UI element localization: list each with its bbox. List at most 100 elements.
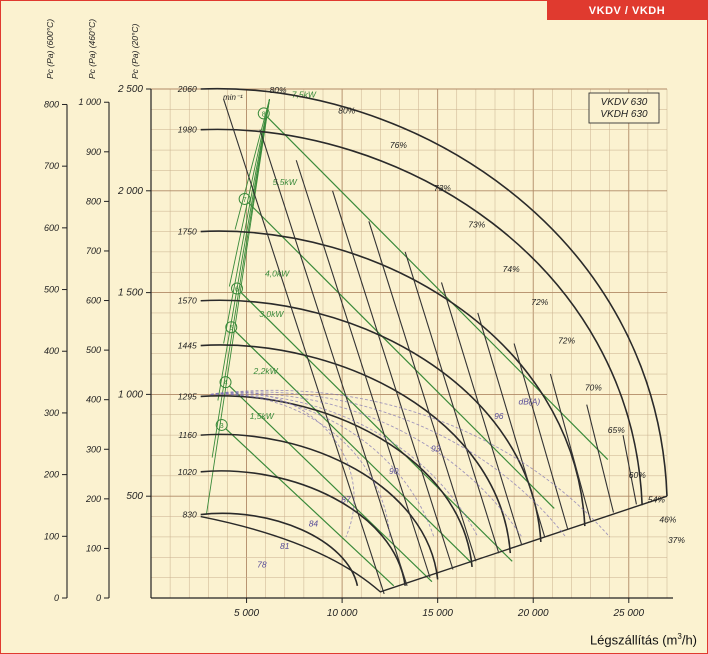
noise-label: 84 [309, 519, 319, 529]
y-axis-600-tick-label: 100 [44, 531, 59, 541]
rpm-unit-label: min⁻¹ [223, 93, 243, 102]
efficiency-label: 46% [659, 515, 676, 525]
efficiency-label: 74% [503, 264, 520, 274]
efficiency-label: 72% [558, 336, 575, 346]
efficiency-label: 76% [390, 140, 407, 150]
model-label: VKDV 630 [601, 97, 648, 108]
power-marker-label: 5 [229, 325, 233, 332]
rpm-label: 1750 [178, 227, 197, 237]
noise-label: 90 [389, 466, 399, 476]
y-axis-460-tick-label: 900 [86, 147, 101, 157]
efficiency-label: 60% [629, 470, 646, 480]
speed-curve [200, 128, 643, 506]
y-axis-600-tick-label: 0 [54, 593, 59, 603]
system-line [586, 404, 615, 513]
power-marker-label: 8 [262, 111, 266, 118]
speed-curve [200, 394, 473, 568]
noise-curve [210, 391, 567, 538]
system-line [332, 190, 454, 570]
system-line [404, 251, 500, 554]
power-marker-label: 7 [243, 197, 247, 204]
efficiency-label: 80% [269, 85, 286, 95]
operating-boundary [200, 495, 668, 593]
y-axis-460-tick-label: 700 [86, 246, 101, 256]
y-tick-label: 1 000 [118, 389, 143, 400]
power-line [221, 424, 395, 587]
noise-label: dB(A) [519, 397, 541, 407]
x-tick-label: 25 000 [612, 608, 644, 619]
power-start-line [223, 99, 270, 344]
power-label: 4,0kW [265, 269, 290, 279]
rpm-label: 1160 [178, 430, 197, 440]
noise-label: 87 [341, 494, 351, 504]
noise-curve [210, 393, 391, 537]
y-axis-600-tick-label: 600 [44, 223, 59, 233]
noise-curve [210, 392, 523, 538]
rpm-label: 1570 [178, 296, 197, 306]
noise-curve [210, 389, 611, 538]
efficiency-label: 80% [338, 105, 355, 115]
rpm-label: 1445 [178, 341, 197, 351]
product-tag: VKDV / VKDH [547, 1, 707, 20]
y-axis-600-tick-label: 200 [43, 470, 59, 480]
caption-suffix: /h) [681, 632, 697, 647]
y-axis-460-tick-label: 100 [86, 543, 101, 553]
y-axis-title-group: Pc (Pa) (460°C) [87, 19, 97, 79]
power-start-line [228, 99, 270, 287]
noise-label: 93 [431, 443, 441, 453]
system-line [259, 129, 408, 586]
y-axis-title: Pc (Pa) (460°C) [87, 19, 97, 79]
power-start-line [217, 99, 270, 401]
y-axis-460-tick-label: 800 [86, 196, 101, 206]
y-tick-label: 2 000 [117, 186, 143, 197]
system-line [440, 282, 523, 546]
y-axis-460-tick-label: 300 [86, 444, 101, 454]
rpm-label: 1020 [178, 467, 197, 477]
speed-curve [200, 230, 586, 527]
y-tick-label: 500 [126, 491, 143, 502]
rpm-label: 1980 [178, 125, 197, 135]
y-tick-label: 1 500 [118, 288, 143, 299]
caption-prefix: Légszállítás (m [589, 632, 678, 647]
power-line [236, 288, 513, 562]
power-label: 5,5kW [273, 177, 298, 187]
power-start-line [205, 99, 270, 515]
noise-curve [210, 391, 355, 538]
power-line [244, 198, 555, 509]
speed-curve [200, 433, 439, 580]
rpm-label: 1295 [178, 391, 197, 401]
system-line [477, 312, 546, 538]
power-line [230, 326, 473, 564]
efficiency-label: 54% [648, 494, 665, 504]
noise-curve [210, 393, 479, 538]
caption-sup: 3 [677, 631, 682, 641]
system-line [295, 160, 431, 578]
y-axis-460-tick-label: 200 [85, 494, 101, 504]
power-line [225, 381, 433, 583]
system-line [223, 99, 385, 595]
noise-label: 78 [257, 559, 267, 569]
model-label: VKDH 630 [600, 109, 648, 120]
y-axis-600-tick-label: 500 [44, 285, 59, 295]
y-axis-460-tick-label: 400 [86, 395, 101, 405]
power-label: 7,5kW [292, 89, 317, 99]
noise-label: 96 [494, 411, 504, 421]
power-label: 3,0kW [259, 309, 284, 319]
efficiency-label: 37% [668, 535, 685, 545]
y-axis-460-tick-label: 500 [86, 345, 101, 355]
x-tick-label: 10 000 [327, 608, 358, 619]
x-tick-label: 15 000 [422, 608, 453, 619]
y-axis-title: Pc (Pa) (20°C) [130, 23, 140, 79]
speed-curve [200, 87, 668, 497]
x-axis-caption: Légszállítás (m3/h) [590, 632, 697, 647]
y-axis-460-tick-label: 600 [86, 296, 101, 306]
speed-curve [200, 512, 359, 586]
y-axis-title-group: Pc (Pa) (20°C) [130, 23, 140, 79]
noise-labels: dB(A) 96 93 90 87 84 81 78 [210, 389, 611, 569]
noise-label: 81 [280, 541, 290, 551]
y-axis-600-tick-label: 800 [44, 99, 59, 109]
efficiency-labels: 80% 80% 76% 73% 73% 74% 72% 72% 70% 65% 60% 54% 46% 3… [269, 85, 685, 545]
efficiency-label: 73% [468, 219, 485, 229]
